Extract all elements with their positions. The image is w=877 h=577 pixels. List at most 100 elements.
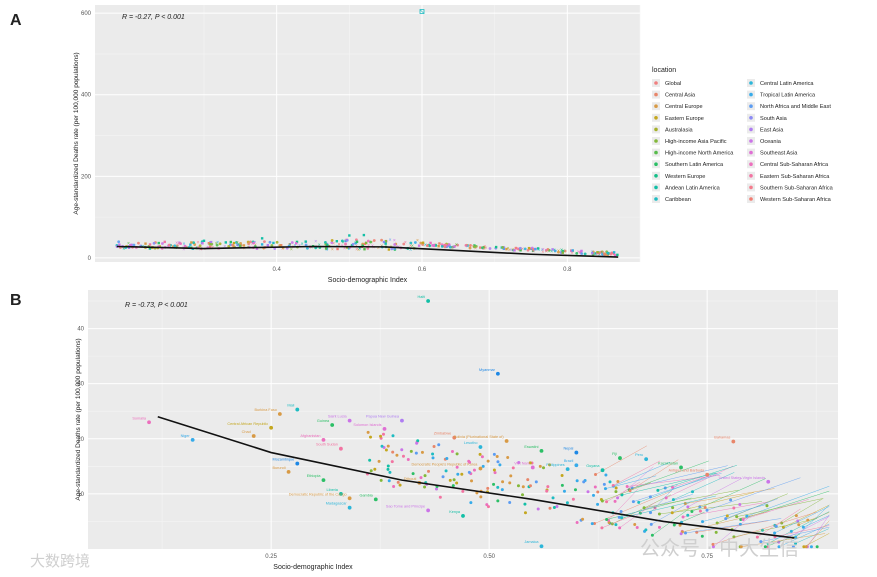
legend-label: Western Europe [665, 174, 705, 180]
data-point [508, 501, 512, 505]
data-point [527, 246, 531, 250]
data-point [224, 241, 227, 244]
leader-line [778, 523, 830, 547]
point-label: South Sudan [316, 443, 338, 447]
data-point: × [338, 243, 341, 249]
data-point [272, 241, 275, 245]
data-point: × [251, 241, 254, 247]
data-point [304, 243, 308, 247]
point-label: Eswatini [524, 445, 538, 449]
data-point: × [474, 246, 477, 252]
data-point: × [199, 247, 202, 253]
data-point: × [355, 247, 358, 253]
data-point [635, 525, 639, 529]
data-point [534, 247, 537, 251]
legend-label: South Asia [760, 116, 788, 122]
data-point [402, 242, 406, 246]
data-point [521, 493, 525, 497]
data-point [470, 479, 474, 483]
data-point [574, 463, 579, 468]
data-point [239, 242, 243, 245]
data-point: × [237, 242, 240, 248]
data-point [189, 243, 192, 246]
leader-line [673, 472, 735, 500]
y-tick-label: 200 [81, 174, 92, 180]
data-point [450, 449, 454, 453]
data-point [530, 465, 535, 470]
data-point [453, 244, 457, 248]
data-point [494, 245, 498, 249]
data-point [268, 240, 272, 244]
data-point [538, 464, 542, 468]
data-point [400, 448, 404, 452]
data-point [791, 545, 795, 549]
legend-label: Central Asia [665, 93, 696, 99]
data-point: × [253, 240, 256, 246]
data-point [382, 426, 387, 431]
data-point [417, 244, 421, 247]
data-point [444, 243, 448, 247]
legend-marker [654, 150, 658, 155]
leader-line [795, 504, 830, 538]
data-point [306, 246, 309, 250]
leader-line [685, 518, 782, 534]
data-point [698, 509, 702, 513]
data-point: × [357, 248, 360, 254]
legend-marker [749, 150, 753, 155]
data-point [542, 466, 546, 470]
data-point [437, 443, 441, 447]
data-point [797, 523, 801, 527]
point-label: Brazil [564, 459, 574, 463]
data-point [440, 245, 444, 248]
data-point [479, 495, 483, 499]
data-point: × [606, 252, 609, 258]
data-point [173, 244, 177, 248]
data-point [179, 242, 183, 245]
data-point [493, 471, 497, 475]
data-point [703, 506, 707, 510]
data-point [560, 483, 564, 487]
leader-line [806, 520, 830, 547]
data-point [361, 244, 365, 248]
data-point [619, 510, 623, 514]
data-point [396, 480, 400, 484]
data-point [388, 470, 392, 474]
data-point [614, 490, 618, 494]
data-point [190, 437, 195, 442]
data-point [563, 249, 567, 253]
data-point [801, 525, 805, 529]
leader-line [682, 511, 770, 533]
data-point [508, 481, 512, 485]
data-point [438, 495, 442, 499]
data-point [277, 412, 282, 416]
leader-line [713, 515, 752, 547]
data-point [705, 472, 710, 477]
data-point [118, 243, 121, 246]
point-label: Zimbabwe [434, 432, 452, 436]
data-point [447, 243, 451, 246]
data-point: × [485, 245, 488, 251]
data-point: × [601, 250, 604, 256]
point-label: Solomon Islands [353, 423, 381, 427]
data-point [139, 244, 142, 248]
point-label: Papua New Guinea [366, 415, 400, 419]
leader-line [619, 501, 656, 529]
point-label: Viet Nam [514, 461, 530, 465]
data-point [777, 545, 781, 549]
data-point: × [537, 248, 540, 254]
data-point: × [409, 243, 412, 249]
leader-line [619, 494, 693, 518]
data-point: × [455, 242, 458, 248]
data-point [590, 522, 594, 526]
data-point [545, 249, 548, 252]
data-point [386, 467, 390, 471]
data-point [531, 249, 535, 252]
legend-label: Oceania [760, 139, 782, 145]
data-point: × [122, 247, 125, 253]
data-point [501, 245, 505, 249]
data-point [486, 459, 490, 463]
data-point [379, 478, 383, 482]
data-point [500, 488, 504, 492]
data-point [400, 418, 404, 423]
data-point [366, 430, 370, 434]
